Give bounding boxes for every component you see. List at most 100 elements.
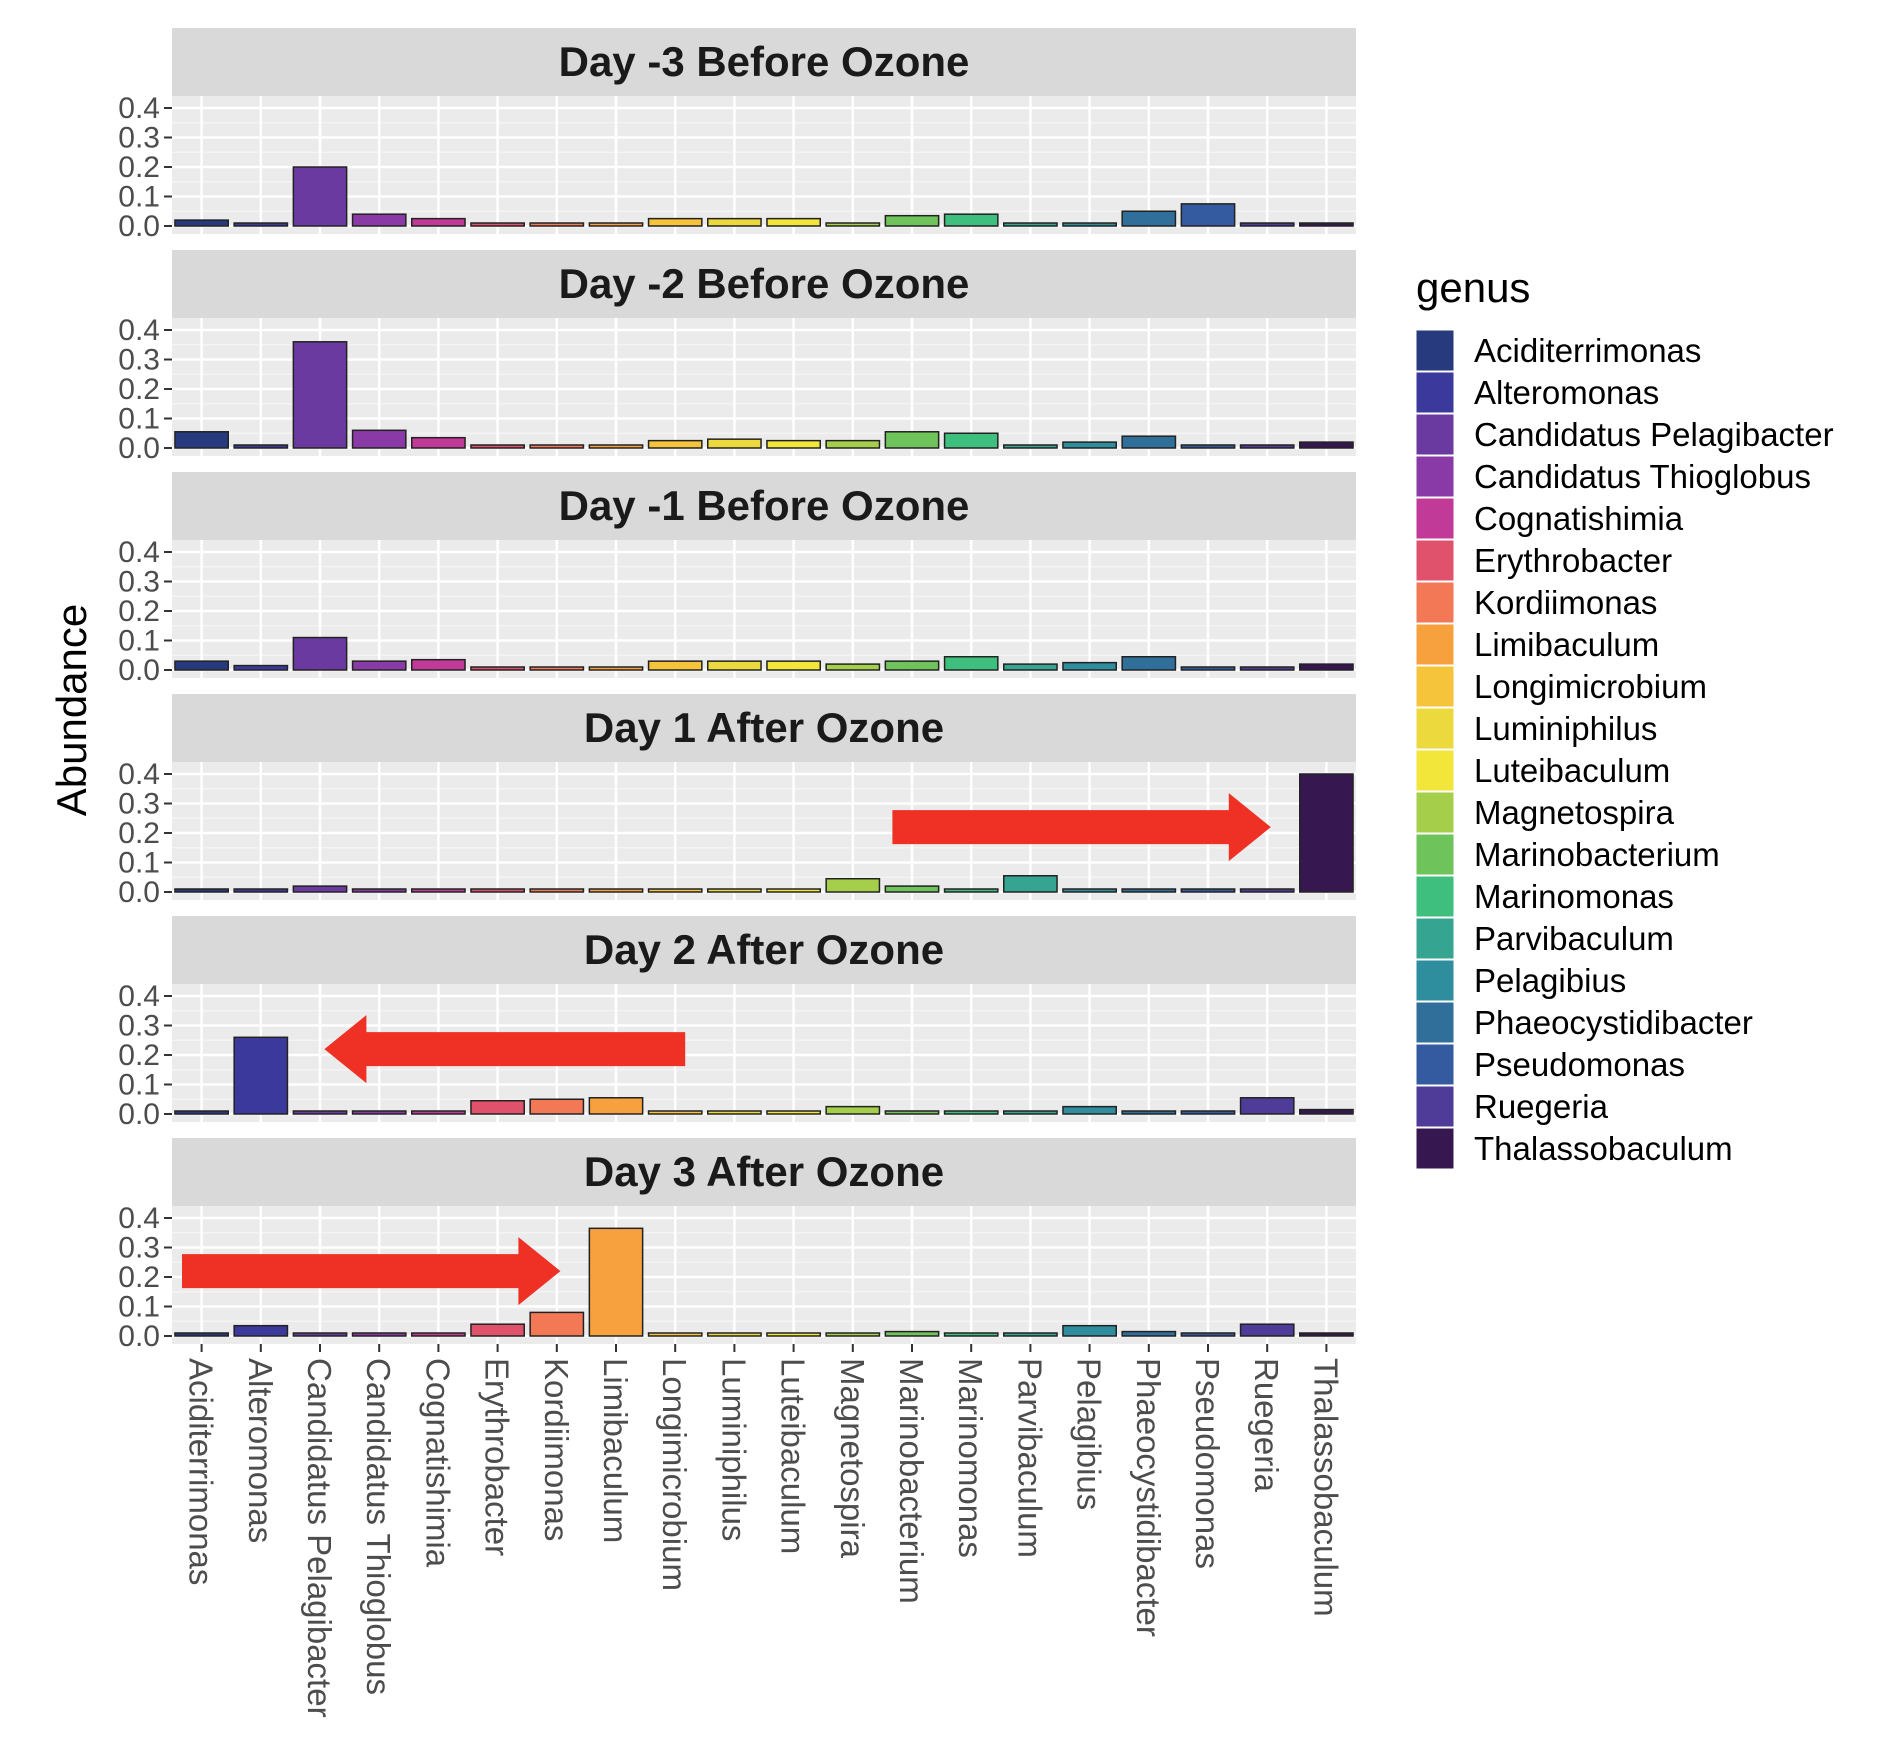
bar [174,219,229,227]
legend-item: Parvibaculum [1415,917,1674,960]
legend-item: Luteibaculum [1415,749,1670,792]
legend-item: Pelagibius [1415,959,1626,1002]
bar [529,444,585,449]
legend-label: Luteibaculum [1474,752,1670,789]
bar [351,660,407,671]
bar [470,444,525,449]
bar [707,660,762,671]
legend-item: Marinobacterium [1415,833,1720,876]
annotation-arrow [324,1015,686,1084]
y-tick-label: 0.0 [118,876,160,909]
bar [1239,1097,1295,1115]
bar [470,888,525,893]
legend-label: Kordiimonas [1474,584,1657,621]
bar [529,666,585,671]
legend-key [1415,413,1455,456]
legend-label: Erythrobacter [1474,542,1672,579]
legend-key [1415,875,1455,918]
legend-label: Marinomonas [1474,878,1674,915]
bar [647,439,703,449]
legend-label: Pseudomonas [1474,1046,1685,1083]
y-tick-label: 0.3 [118,788,160,821]
bar [174,660,229,671]
bar [292,636,348,671]
x-tick-label: Ruegeria [1248,1358,1285,1493]
bar [411,658,466,671]
bar [1239,444,1295,449]
y-tick-label: 0.2 [118,1261,160,1294]
y-tick-label: 0.3 [118,122,160,155]
y-tick-label: 0.4 [118,1202,160,1235]
bar [647,217,703,227]
bar [1239,1323,1295,1337]
legend-label: Parvibaculum [1474,920,1674,957]
legend-key [1415,1127,1455,1170]
facet-title: Day -3 Before Ozone [559,38,970,85]
legend-key [1415,455,1455,498]
x-tick-label: Kordiimonas [538,1358,575,1541]
bar [1299,1108,1354,1115]
legend-item: Phaeocystidibacter [1415,1001,1753,1044]
bar [1062,1105,1117,1115]
bar [825,1105,881,1115]
bar [1062,441,1117,449]
bar [884,1110,940,1115]
legend-label: Thalassobaculum [1474,1130,1733,1167]
bar [943,888,999,893]
facet-panel: Day -1 Before Ozone 0.00.10.20.30.4 [118,472,1356,687]
bar [588,222,644,227]
facet-panel: Day -3 Before Ozone 0.00.10.20.30.4 [118,28,1356,243]
legend-label: Candidatus Thioglobus [1474,458,1811,495]
legend-key [1415,959,1455,1002]
x-tick-label: Pelagibius [1071,1358,1108,1510]
y-tick-label: 0.0 [118,654,160,687]
legend-key [1415,917,1455,960]
legend-key [1415,1043,1455,1086]
legend-label: Cognatishimia [1474,500,1684,537]
legend-item: Cognatishimia [1415,497,1684,540]
y-tick-label: 0.1 [118,403,160,436]
facet-strip [172,1138,1356,1206]
bar [411,217,466,227]
x-tick-label: Luteibaculum [775,1358,812,1554]
facet-title: Day 3 After Ozone [584,1148,944,1195]
y-tick-label: 0.4 [118,92,160,125]
x-tick-label: Alteromonas [242,1358,279,1543]
bar [233,1036,289,1115]
legend-item: Luminiphilus [1415,707,1657,750]
bar [707,1332,762,1337]
facet-title: Day 2 After Ozone [584,926,944,973]
bar [1062,888,1117,893]
x-axis: Aciditerrimonas Alteromonas Candidatus Pel… [183,1344,1344,1718]
legend-item: Pseudomonas [1415,1043,1685,1086]
x-tick-label: Luminiphilus [715,1358,752,1541]
legend-label: Phaeocystidibacter [1474,1004,1753,1041]
legend-label: Pelagibius [1474,962,1626,999]
bar [943,1110,999,1115]
bar [351,1110,407,1115]
bar [1003,1332,1058,1337]
legend-key [1415,833,1455,876]
bar [529,888,585,893]
bar [766,660,821,671]
bar [825,439,881,449]
x-tick-label: Marinobacterium [893,1358,930,1604]
bar [1180,1110,1236,1115]
bar [233,1324,289,1337]
bar [588,888,644,893]
facet-strip [172,472,1356,540]
legend-item: Aciditerrimonas [1415,329,1701,372]
facet-panel: Day 2 After Ozone 0.00.10.20.30.4 [118,916,1356,1131]
bar [1239,222,1295,227]
bar [411,888,466,893]
legend-item: Longimicrobium [1415,665,1707,708]
bar [588,444,644,449]
bar [470,666,525,671]
facet-strip [172,694,1356,762]
bar [825,877,881,893]
bar [825,222,881,227]
bar [1299,773,1354,893]
bar [292,885,348,893]
bar [1003,1110,1058,1115]
